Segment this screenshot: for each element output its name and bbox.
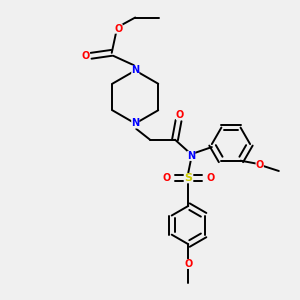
Text: O: O [162,173,170,183]
Text: O: O [206,173,214,183]
Text: S: S [184,173,192,183]
Text: O: O [184,259,192,269]
Text: O: O [114,24,123,34]
Text: O: O [176,110,184,120]
Text: N: N [131,118,139,128]
Text: N: N [187,151,195,161]
Text: O: O [256,160,264,170]
Text: N: N [131,65,139,76]
Text: O: O [82,51,90,61]
